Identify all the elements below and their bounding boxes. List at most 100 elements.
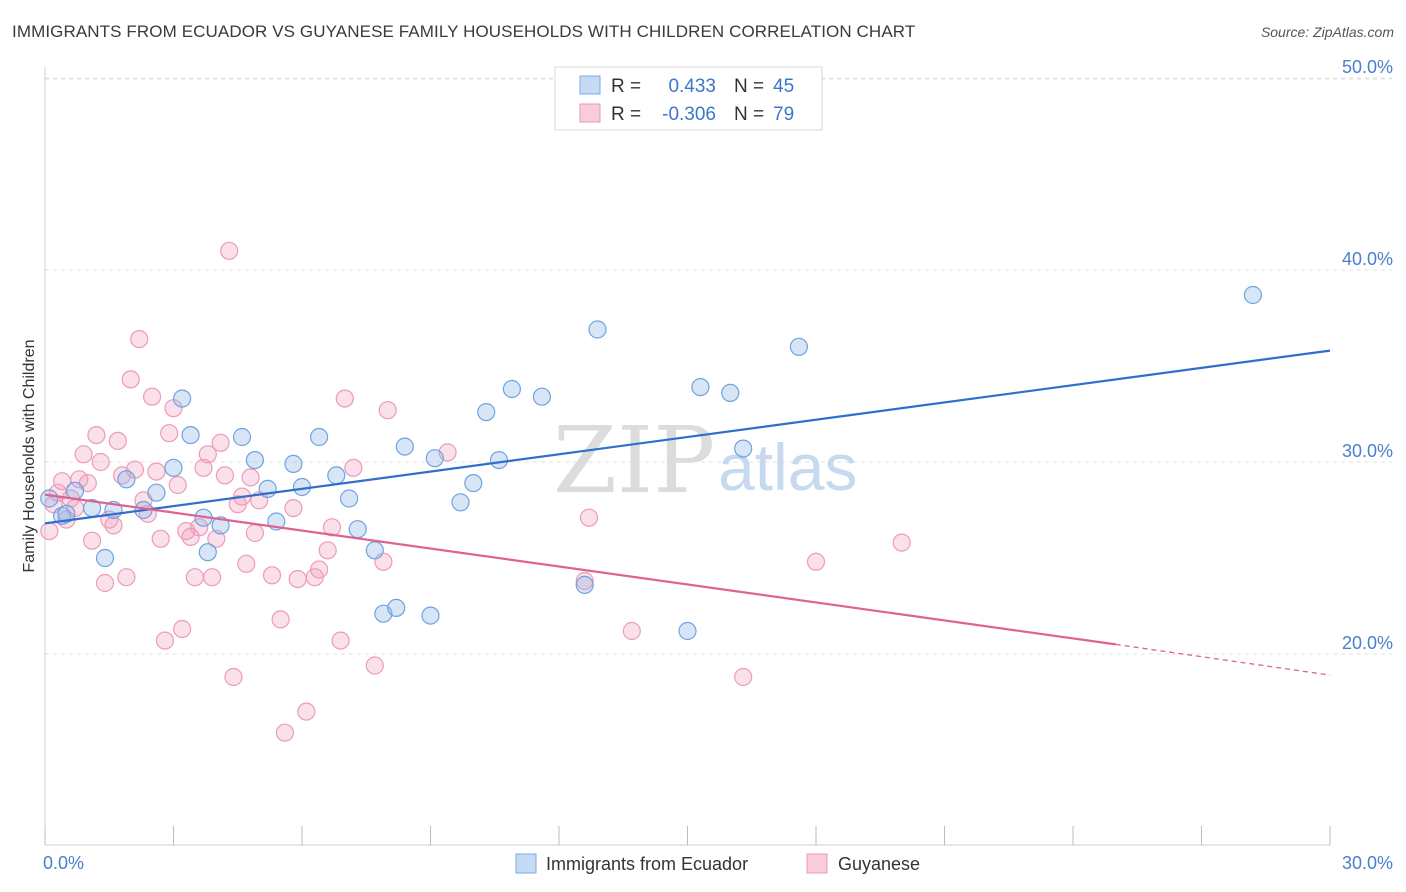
ecuador-point [421,606,440,625]
chart-title: IMMIGRANTS FROM ECUADOR VS GUYANESE FAMI… [12,22,916,41]
ecuador-point [198,543,217,562]
guyanese-point [104,516,123,535]
legend-r-label-blue: R = [611,76,641,97]
ecuador-point [477,403,496,422]
y-tick-label: 20.0% [1342,633,1393,653]
ecuador-point [57,504,76,523]
ecuador-trend-line [44,349,1331,525]
guyanese-point [275,723,294,742]
guyanese-point [262,566,282,585]
guyanese-point [203,568,222,587]
guyanese-point [70,470,89,489]
guyanese-point [331,631,350,650]
ecuador-point [173,389,192,408]
ecuador-point [575,575,594,595]
ecuador-point [117,470,136,489]
guyanese-point [207,529,226,548]
guyanese-point [241,468,260,487]
ecuador-point [245,451,264,470]
guyanese-point [143,387,162,406]
ecuador-point [489,451,509,470]
ecuador-point [365,541,384,560]
ecuador-point [95,548,115,568]
guyanese-point [160,424,179,443]
guyanese-point [82,531,102,550]
y-tick-label: 40.0% [1342,249,1393,269]
legend-n-value-pink: 79 [773,104,794,125]
bottom-legend-swatch-pink [806,853,828,874]
guyanese-point [288,569,307,589]
guyanese-point [147,462,166,481]
guyanese-point [224,667,243,687]
guyanese-point [318,541,337,560]
guyanese-point [87,426,106,445]
guyanese-point [237,554,256,573]
guyanese-point [194,458,213,477]
ecuador-point [348,520,367,539]
ecuador-point [532,387,552,406]
guyanese-point [365,656,384,675]
guyanese-point [271,610,290,629]
guyanese-point [734,667,753,687]
guyanese-points [40,241,911,742]
ecuador-point [425,449,444,468]
ecuador-point [678,621,697,641]
legend-n-label-blue: N = [734,76,764,97]
guyanese-point [892,533,911,552]
guyanese-point [173,619,192,639]
guyanese-point [622,621,641,641]
bottom-legend-swatch-blue [515,853,537,874]
ecuador-point [211,516,230,535]
y-tick-labels: 20.0% 30.0% 40.0% 50.0% [1342,57,1393,653]
ecuador-point [721,383,740,402]
ecuador-point [164,458,183,477]
ecuador-point [1243,285,1263,305]
correlation-legend: R = 0.433 N = 45 R = -0.306 N = 79 [554,66,823,131]
guyanese-point [245,523,264,543]
guyanese-point [130,330,149,349]
guyanese-point [40,521,59,541]
ecuador-point [395,437,414,456]
bottom-legend-label-guyanese: Guyanese [838,854,920,874]
trend-lines [44,349,1331,676]
ecuador-point [502,379,521,399]
guyanese-point [155,631,174,650]
x-tick-marks [44,826,1331,845]
y-tick-label: 50.0% [1342,57,1393,77]
ecuador-point [65,481,85,500]
guyanese-point [121,370,140,389]
watermark-zip: ZIP [553,407,715,514]
guyanese-point [575,571,594,591]
guyanese-trend-line [44,493,1116,646]
guyanese-point [108,431,127,450]
ecuador-point [451,493,470,512]
legend-r-label-pink: R = [611,104,641,125]
guyanese-point [297,702,316,721]
guyanese-point [284,499,303,518]
guyanese-point [74,445,93,464]
guyanese-point [215,466,234,485]
legend-r-value-pink: -0.306 [662,104,716,125]
guyanese-point [378,401,397,420]
ecuador-point [588,320,607,339]
ecuador-point [691,378,710,397]
ecuador-point [284,454,303,473]
series-legend: Immigrants from Ecuador Guyanese [515,853,920,874]
guyanese-point [168,475,187,495]
source-label: Source: ZipAtlas.com [1260,24,1394,40]
guyanese-point [310,560,329,579]
ecuador-point [327,466,346,485]
guyanese-point [579,508,599,527]
ecuador-point [340,489,359,508]
x-tick-label-min: 0.0% [43,853,84,873]
ecuador-point [232,427,252,447]
guyanese-point [335,389,354,408]
guyanese-point [151,529,170,548]
watermark-atlas: atlas [718,430,857,504]
ecuador-point [147,483,166,502]
legend-r-value-blue: 0.433 [668,76,716,97]
legend-n-value-blue: 45 [773,76,794,97]
guyanese-point [185,568,204,587]
guyanese-trend-line-extension [1115,643,1331,676]
